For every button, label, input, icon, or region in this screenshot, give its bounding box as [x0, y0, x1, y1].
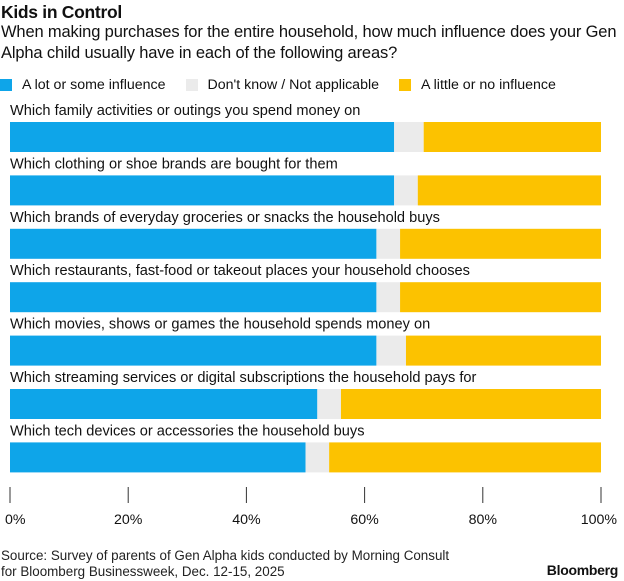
bar-segment-little-influence: [417, 175, 601, 206]
bar-segment-influence: [10, 122, 395, 152]
legend-item-influence: A lot or some influence: [0, 77, 166, 93]
chart-subtitle: When making purchases for the entire hou…: [1, 23, 617, 62]
bloomberg-logo: Bloomberg: [546, 562, 619, 578]
legend-item-little-influence: A little or no influence: [399, 77, 556, 93]
legend-swatch-dont-know: [185, 79, 198, 91]
category-label: Which movies, shows or games the househo…: [10, 317, 430, 333]
bar-segment-influence: [10, 442, 306, 473]
bar-segment-influence: [10, 335, 377, 366]
bar-segment-little-influence: [423, 122, 601, 152]
legend-label-influence: A lot or some influence: [22, 77, 166, 93]
bar-segment-influence: [10, 228, 377, 259]
legend-item-dont-know: Don't know / Not applicable: [185, 77, 380, 93]
category-label: Which restaurants, fast-food or takeout …: [10, 263, 470, 279]
bar-segment-influence: [10, 282, 377, 313]
bar-segment-dont-know: [305, 442, 330, 473]
x-tick-label: 60%: [350, 512, 379, 528]
legend-label-dont-know: Don't know / Not applicable: [207, 77, 380, 93]
legend-label-little-influence: A little or no influence: [421, 77, 556, 93]
x-tick-label: 0%: [5, 512, 26, 528]
legend: A lot or some influence Don't know / Not…: [0, 77, 576, 93]
x-tick-label: 40%: [232, 512, 261, 528]
source-line-2: for Bloomberg Businessweek, Dec. 12-15, …: [1, 564, 285, 579]
source-line-1: Source: Survey of parents of Gen Alpha k…: [1, 548, 450, 563]
bar-segment-dont-know: [394, 122, 424, 152]
bar-segment-little-influence: [340, 389, 601, 419]
bar-segment-little-influence: [400, 282, 601, 313]
x-tick-label: 80%: [469, 512, 498, 528]
bar-segment-influence: [10, 175, 395, 206]
bar-segment-little-influence: [400, 228, 601, 259]
x-tick-label: 20%: [114, 512, 143, 528]
bar-segment-dont-know: [376, 282, 401, 313]
x-tick-label: 100%: [581, 512, 618, 528]
category-label: Which streaming services or digital subs…: [10, 370, 477, 386]
bar-segment-dont-know: [394, 175, 418, 206]
bar-segment-little-influence: [405, 335, 601, 366]
bar-segment-dont-know: [317, 389, 341, 419]
legend-swatch-influence: [0, 79, 12, 91]
category-label: Which clothing or shoe brands are bought…: [10, 156, 338, 172]
bar-segment-influence: [10, 389, 318, 419]
bar-segment-little-influence: [329, 442, 601, 473]
chart-title: Kids in Control: [1, 2, 122, 22]
legend-swatch-little-influence: [399, 79, 412, 91]
bar-segment-dont-know: [376, 228, 401, 259]
category-label: Which brands of everyday groceries or sn…: [10, 210, 440, 226]
category-label: Which tech devices or accessories the ho…: [10, 423, 365, 439]
source-note: Source: Survey of parents of Gen Alpha k…: [1, 548, 449, 580]
bar-segment-dont-know: [376, 335, 406, 366]
category-label: Which family activities or outings you s…: [10, 103, 360, 119]
